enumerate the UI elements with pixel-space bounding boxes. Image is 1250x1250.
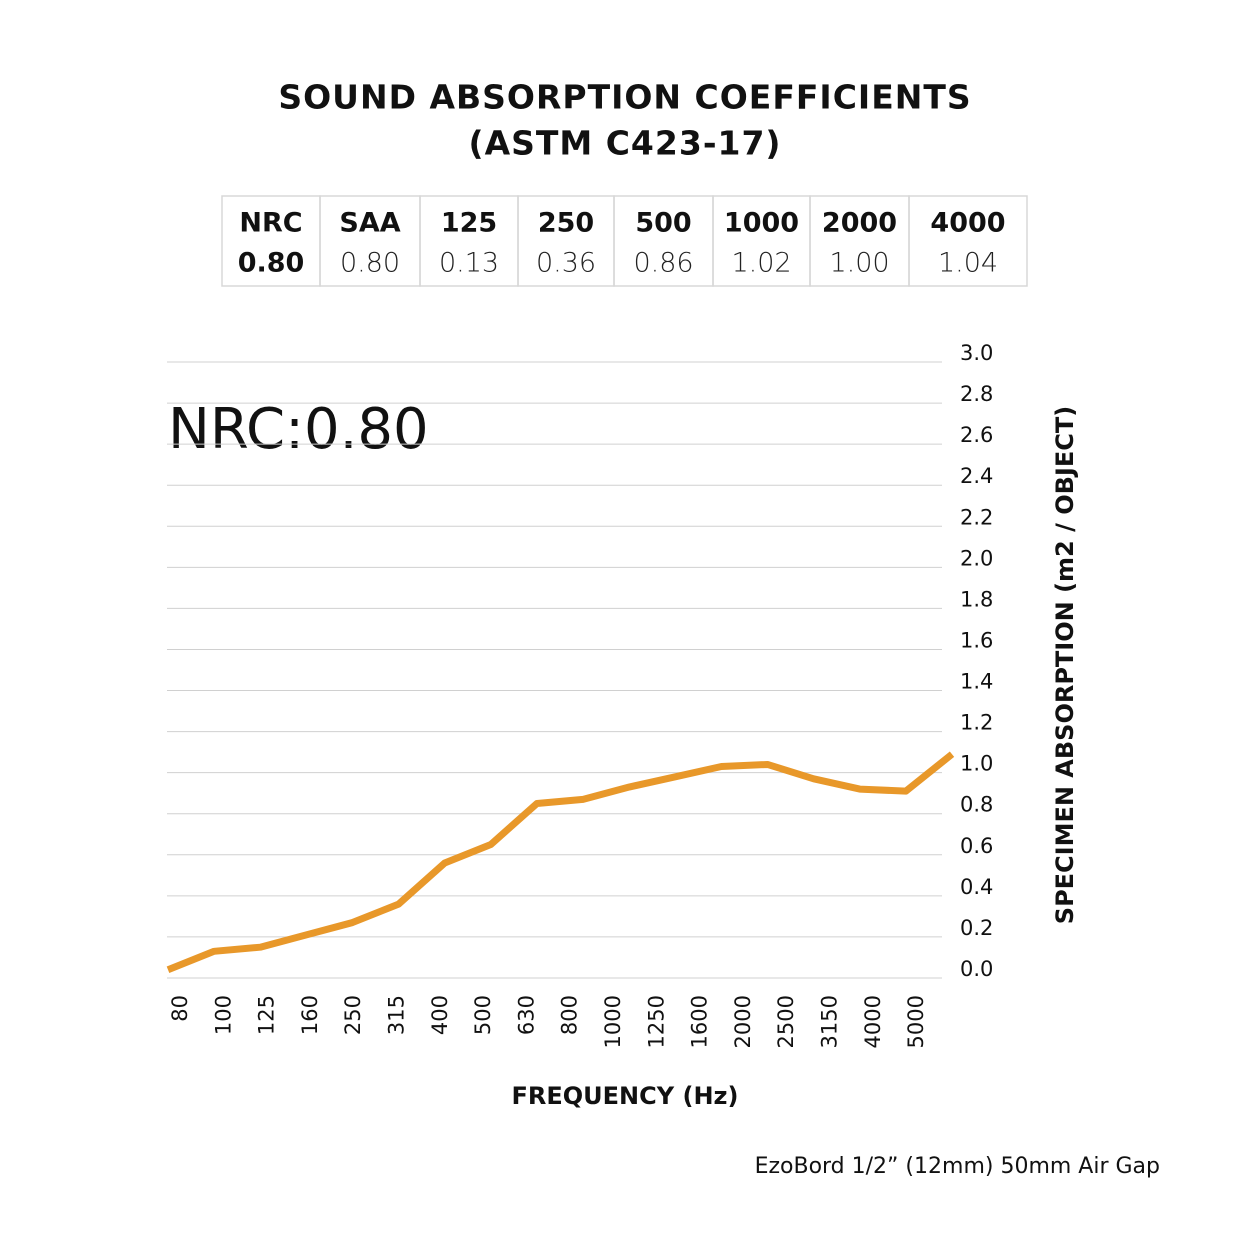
table-cell — [908, 195, 1028, 287]
y-tick-label: 1.8 — [960, 587, 993, 611]
x-tick-label: 315 — [385, 995, 409, 1035]
y-tick-label: 2.4 — [960, 464, 993, 488]
x-tick-label: 500 — [471, 995, 495, 1035]
y-tick-label: 0.4 — [960, 875, 993, 899]
y-tick-label: 3.0 — [960, 341, 993, 365]
y-tick-label: 0.8 — [960, 793, 993, 817]
table-value: 0.80 — [340, 248, 400, 279]
y-tick-label: 0.6 — [960, 834, 993, 858]
y-tick-label: 2.8 — [960, 382, 993, 406]
footnote: EzoBord 1/2” (12mm) 50mm Air Gap — [755, 1154, 1160, 1179]
x-tick-label: 2500 — [774, 995, 798, 1048]
x-tick-label: 2000 — [731, 995, 755, 1048]
x-tick-label: 630 — [514, 995, 538, 1035]
y-tick-label: 1.0 — [960, 752, 993, 776]
table-header: 1000 — [724, 208, 799, 239]
x-axis-label: FREQUENCY (Hz) — [512, 1082, 739, 1110]
table-value: 1.04 — [938, 248, 998, 279]
table-value: 0.13 — [439, 248, 499, 279]
table-header: 125 — [441, 208, 497, 239]
x-tick-label: 160 — [298, 995, 322, 1035]
title: SOUND ABSORPTION COEFFICIENTS — [278, 78, 971, 117]
y-tick-label: 0.0 — [960, 957, 993, 981]
x-tick-label: 1000 — [601, 995, 625, 1048]
y-tick-label: 2.0 — [960, 546, 993, 570]
annotation: NRC:0.80 — [168, 397, 429, 462]
x-tick-label: 3150 — [818, 995, 842, 1048]
x-tick-label: 5000 — [904, 995, 928, 1048]
x-tick-label: 1250 — [644, 995, 668, 1048]
x-tick-label: 1600 — [688, 995, 712, 1048]
y-tick-label: 2.2 — [960, 505, 993, 529]
x-tick-label: 4000 — [861, 995, 885, 1048]
table-header: 500 — [635, 208, 691, 239]
table-header: NRC — [239, 208, 302, 239]
x-tick-label: 250 — [341, 995, 365, 1035]
table-value: 1.02 — [731, 248, 791, 279]
x-tick-label: 400 — [428, 995, 452, 1035]
y-tick-label: 1.4 — [960, 670, 993, 694]
table-header: 250 — [538, 208, 594, 239]
table-value: 0.80 — [238, 248, 305, 279]
y-axis-label: SPECIMEN ABSORPTION (m2 / OBJECT) — [1051, 406, 1079, 924]
y-tick-label: 1.6 — [960, 628, 993, 652]
x-tick-label: 100 — [211, 995, 235, 1035]
table-header: SAA — [339, 208, 400, 239]
subtitle: (ASTM C423-17) — [468, 124, 781, 163]
table-value: 0.36 — [536, 248, 596, 279]
x-tick-label: 800 — [558, 995, 582, 1035]
y-tick-label: 1.2 — [960, 711, 993, 735]
y-tick-label: 2.6 — [960, 423, 993, 447]
x-tick-label: 125 — [255, 995, 279, 1035]
table-value: 0.86 — [633, 248, 693, 279]
x-tick-label: 80 — [168, 995, 192, 1022]
table-value: 1.00 — [829, 248, 889, 279]
table-header: 4000 — [930, 208, 1005, 239]
table-header: 2000 — [822, 208, 897, 239]
data-line — [166, 751, 955, 974]
y-tick-label: 0.2 — [960, 916, 993, 940]
